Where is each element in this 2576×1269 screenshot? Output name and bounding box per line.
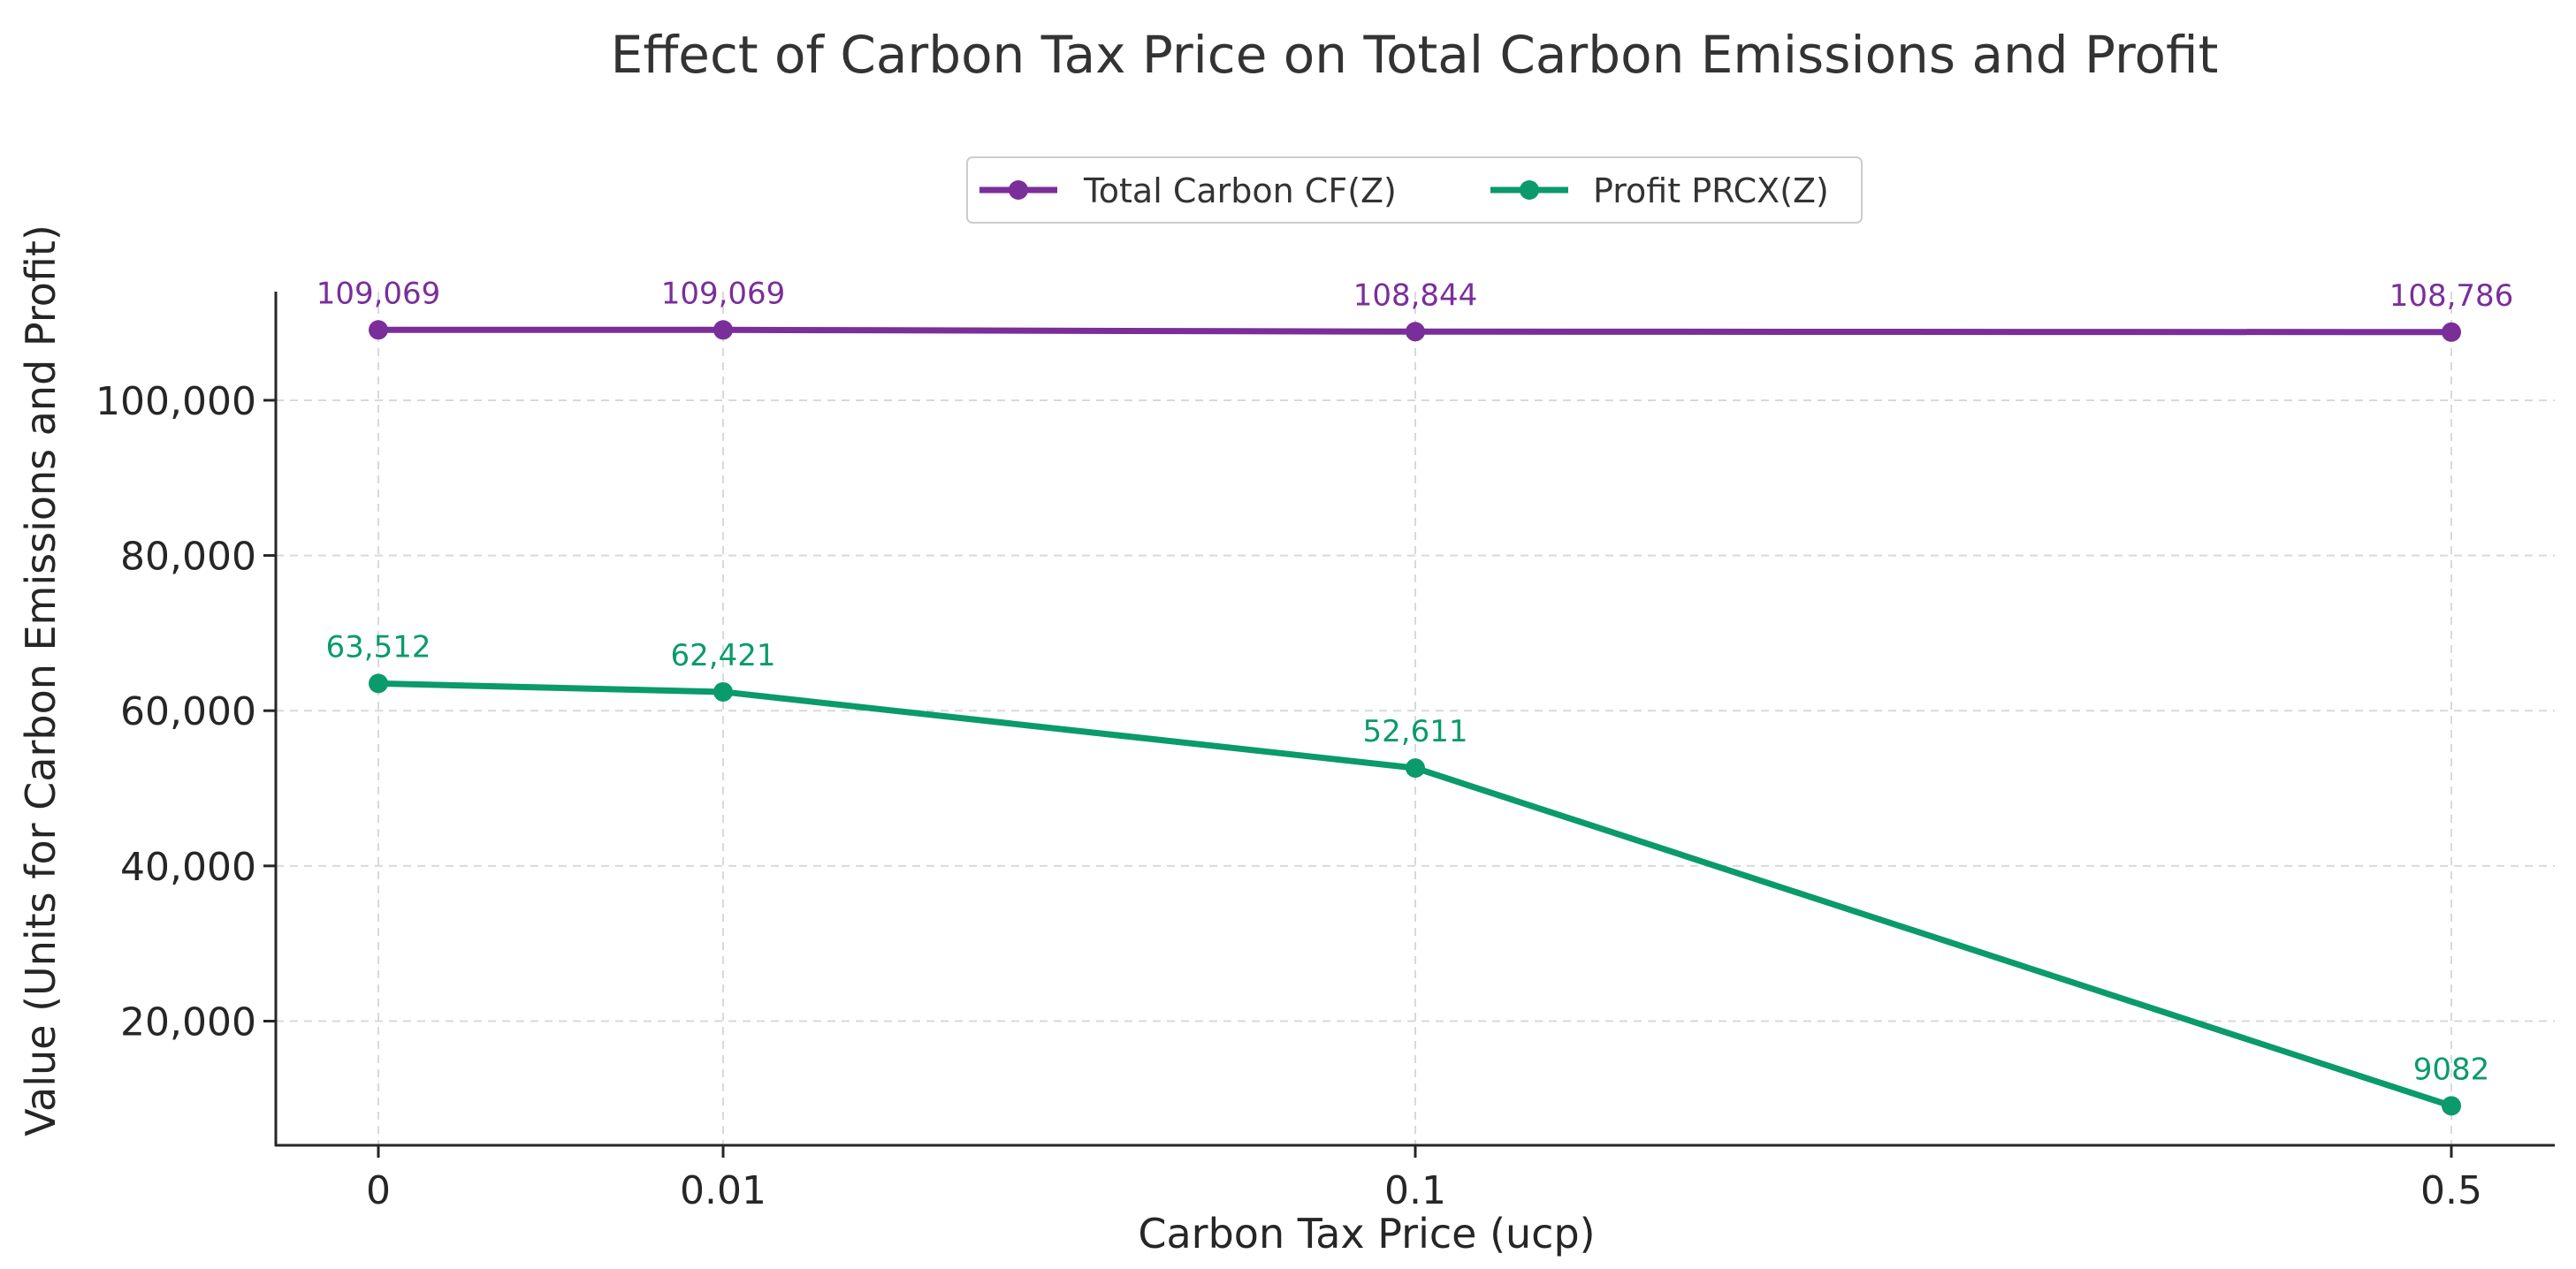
legend-marker-profit [1520, 180, 1539, 200]
y-axis-label: Value (Units for Carbon Emissions and Pr… [17, 224, 65, 1136]
x-tick-label: 0.5 [2420, 1168, 2482, 1213]
legend-label-profit: Profit PRCX(Z) [1593, 171, 1829, 210]
x-tick-label: 0.01 [680, 1168, 766, 1213]
data-series [369, 320, 2461, 1116]
data-point-profit [1406, 758, 1425, 779]
y-tick-label: 100,000 [95, 379, 256, 424]
data-label-total-carbon: 108,786 [2389, 278, 2514, 314]
x-tick-label: 0.1 [1384, 1168, 1446, 1213]
data-point-profit [369, 673, 388, 694]
y-tick-label: 80,000 [120, 535, 256, 580]
legend-frame [966, 156, 1863, 224]
data-label-profit: 52,611 [1363, 714, 1468, 749]
data-label-profit: 62,421 [671, 638, 776, 673]
gridlines [276, 292, 2555, 1145]
data-labels: 109,069 109,069 108,844 108,786 63,512 62,421… [316, 276, 2514, 1087]
y-tick-label: 20,000 [120, 999, 256, 1045]
legend-marker-total-carbon [1009, 180, 1028, 200]
data-point-total-carbon [713, 320, 733, 340]
y-tick-label: 60,000 [120, 689, 256, 734]
chart-title: Effect of Carbon Tax Price on Total Carb… [611, 25, 2219, 85]
data-point-profit [713, 681, 733, 702]
axes: 20,000 40,000 60,000 80,000 100,000 0 0.01 0.1 0… [95, 292, 2555, 1213]
data-label-profit: 9082 [2413, 1052, 2490, 1087]
legend: Total Carbon CF(Z) Profit PRCX(Z) [966, 156, 1863, 224]
data-label-profit: 63,512 [326, 629, 431, 665]
series-line-total-carbon [375, 326, 2455, 336]
x-axis-label: Carbon Tax Price (ucp) [1138, 1210, 1595, 1258]
x-tick-label: 0 [366, 1168, 391, 1213]
y-tick-label: 40,000 [120, 845, 256, 890]
legend-label-total-carbon: Total Carbon CF(Z) [1083, 171, 1397, 210]
series-line-profit [375, 680, 2455, 1109]
data-label-total-carbon: 108,844 [1353, 277, 1478, 313]
data-label-total-carbon: 109,069 [661, 276, 786, 311]
data-label-total-carbon: 109,069 [316, 276, 441, 311]
data-point-total-carbon [1406, 322, 1425, 342]
data-point-total-carbon [369, 320, 388, 340]
data-point-profit [2442, 1096, 2461, 1116]
data-point-total-carbon [2442, 322, 2461, 342]
